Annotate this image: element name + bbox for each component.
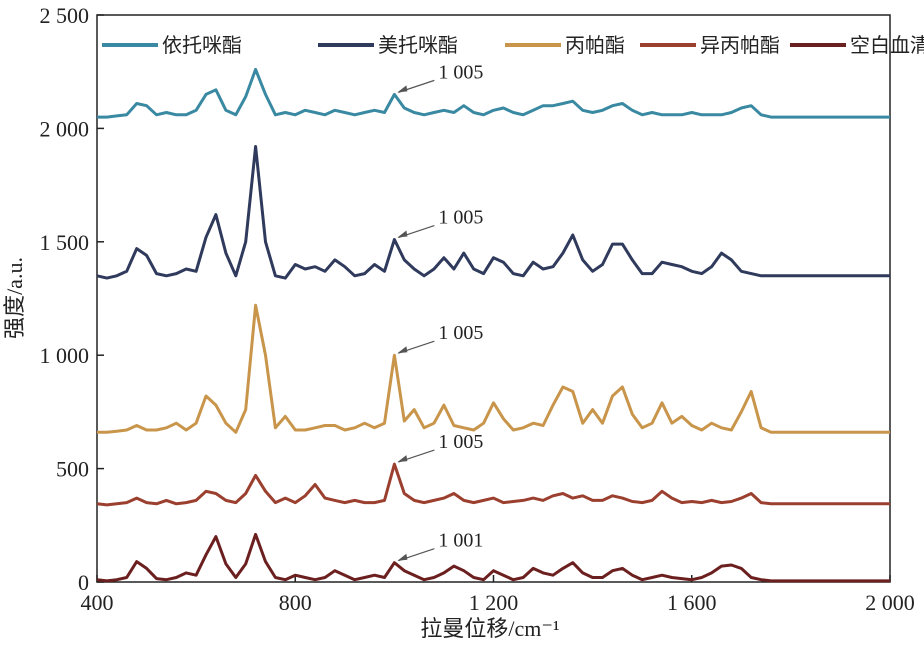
annotation: 1 005	[438, 207, 483, 229]
y-axis-label: 强度/a.u.	[2, 257, 27, 339]
legend-label: 异丙帕酯	[700, 34, 780, 57]
y-tick-label: 2 000	[40, 116, 90, 141]
y-tick-label: 0	[78, 570, 89, 595]
series-line	[96, 532, 890, 583]
x-tick-label: 1 200	[469, 590, 519, 615]
annotation-arrowhead	[397, 455, 408, 463]
series-line	[97, 303, 890, 434]
legend-label: 丙帕酯	[565, 34, 625, 57]
x-tick-label: 400	[81, 590, 114, 615]
annotation: 1 005	[438, 61, 483, 83]
y-tick-label: 1 500	[40, 230, 90, 255]
x-tick-label: 1 600	[667, 590, 717, 615]
y-tick-label: 500	[56, 457, 89, 482]
annotation: 1 005	[438, 322, 483, 344]
series-line	[96, 145, 890, 280]
y-tick-label: 1 000	[40, 343, 90, 368]
x-tick-label: 800	[279, 590, 312, 615]
series-line	[97, 67, 890, 119]
x-axis-label: 拉曼位移/cm⁻¹	[420, 616, 559, 641]
legend: 依托咪酯 美托咪酯 丙帕酯 异丙帕酯 空白血清	[102, 34, 924, 57]
legend-label: 美托咪酯	[378, 34, 458, 57]
annotation-arrowhead	[397, 85, 408, 93]
x-tick-label: 2 000	[865, 590, 915, 615]
annotation-arrowhead	[397, 553, 408, 561]
annotation: 1 001	[438, 530, 483, 552]
annotation-arrowhead	[397, 230, 408, 238]
annotation: 1 005	[438, 431, 483, 453]
y-tick-label: 2 500	[40, 3, 90, 28]
legend-label: 空白血清	[850, 34, 924, 57]
series-line	[96, 462, 890, 507]
annotation-arrowhead	[397, 346, 408, 354]
legend-label: 依托咪酯	[162, 34, 242, 57]
